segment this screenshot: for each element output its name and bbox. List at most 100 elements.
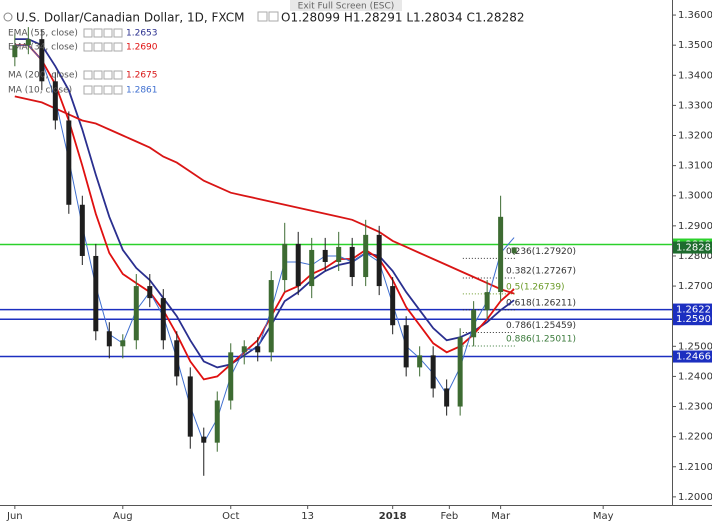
y-tick-label: 1.3400: [678, 70, 712, 81]
candle-body: [403, 325, 409, 368]
indicator-icon[interactable]: [93, 85, 103, 95]
candle-body: [255, 346, 261, 353]
indicator-icon[interactable]: [83, 85, 93, 95]
indicator-value: 1.2653: [126, 29, 158, 39]
indicator-icon[interactable]: [103, 85, 113, 95]
x-tick-label: Oct: [222, 511, 239, 522]
x-tick-label: Aug: [113, 511, 133, 522]
y-tick-label: 1.2700: [678, 281, 712, 292]
x-tick-label: Jun: [6, 511, 23, 522]
indicator-icon[interactable]: [83, 28, 93, 38]
candle-body: [484, 292, 490, 311]
indicator-icon[interactable]: [93, 28, 103, 38]
candle-body: [471, 310, 477, 338]
candle-body: [187, 376, 193, 437]
candle-body: [498, 216, 504, 293]
y-tick-label: 1.2200: [678, 432, 712, 443]
y-tick-label: 1.2300: [678, 402, 712, 413]
price-label-bg: [673, 241, 712, 254]
candle-body: [295, 243, 301, 287]
candle-body: [322, 249, 328, 262]
candle-body: [39, 39, 45, 82]
symbol-icon[interactable]: [3, 12, 13, 22]
indicator-icon[interactable]: [103, 70, 113, 80]
candle-body: [390, 286, 396, 326]
exit-button-bg[interactable]: [290, 0, 402, 11]
y-tick-label: 1.2400: [678, 371, 712, 382]
ohlc-summary: O1.28099 H1.28291 L1.28034 C1.28282: [281, 11, 524, 25]
indicator-icon[interactable]: [113, 42, 123, 52]
fib-label: 0.618(1.26211): [506, 298, 576, 308]
candle-body: [93, 255, 99, 332]
candle-body: [228, 352, 234, 401]
indicator-value: 1.2690: [126, 43, 158, 53]
fib-label: 0.236(1.27920): [506, 247, 576, 257]
price-label-bg: [673, 350, 712, 363]
indicator-icon[interactable]: [113, 28, 123, 38]
fib-label: 0.5(1.26739): [506, 282, 565, 292]
candle-body: [214, 400, 220, 443]
indicator-icon[interactable]: [93, 70, 103, 80]
indicator-name: EMA (34, close): [8, 43, 78, 53]
candle-body: [133, 286, 139, 341]
x-tick-label: Feb: [440, 511, 458, 522]
indicator-icon[interactable]: [113, 85, 123, 95]
exit-fullscreen[interactable]: Exit Full Screen (ESC): [298, 2, 395, 12]
candle-body: [120, 340, 126, 347]
y-tick-label: 1.3300: [678, 100, 712, 111]
indicator-name: EMA (55, close): [8, 29, 78, 39]
candle-body: [268, 280, 274, 353]
indicator-icon[interactable]: [103, 28, 113, 38]
candle-body: [12, 45, 18, 58]
indicator-name: MA (200, close): [8, 71, 78, 81]
candle-body: [106, 331, 112, 347]
indicator-icon[interactable]: [113, 70, 123, 80]
candle-body: [430, 355, 436, 389]
candle-body: [376, 234, 382, 287]
y-tick-label: 1.3500: [678, 40, 712, 51]
candle-body: [241, 346, 247, 353]
y-tick-label: 1.3600: [678, 10, 712, 21]
candle-body: [349, 246, 355, 278]
candle-body: [363, 234, 369, 278]
indicator-value: 1.2861: [126, 86, 158, 96]
ma-line: [14, 38, 515, 369]
candle-body: [309, 249, 315, 287]
y-tick-label: 1.3000: [678, 191, 712, 202]
candle-body: [417, 355, 423, 368]
candle-body: [336, 246, 342, 262]
y-tick-label: 1.2800: [678, 251, 712, 262]
price-label: 1.2590: [676, 314, 711, 325]
candle-body: [147, 286, 153, 299]
candle-body: [511, 247, 517, 253]
indicator-icon[interactable]: [83, 70, 93, 80]
x-tick-label: 2018: [379, 511, 407, 522]
plot-area: 0.236(1.27920) 0.382(1.27267) 0.5(1.26739)…: [0, 27, 672, 476]
price-label-bg: [673, 313, 712, 326]
candle-body: [282, 243, 288, 281]
x-tick-label: 13: [301, 511, 314, 522]
candle-body: [444, 388, 450, 407]
indicator-icon[interactable]: [103, 42, 113, 52]
fib-label: 0.786(1.25459): [506, 321, 576, 331]
ma-line: [14, 95, 515, 295]
indicator-name: MA (10, close): [8, 86, 72, 96]
candle-body: [174, 340, 180, 377]
x-tick-label: May: [593, 511, 614, 522]
fib-label: 0.382(1.27267): [506, 267, 576, 277]
indicator-icon[interactable]: [83, 42, 93, 52]
y-tick-label: 1.2900: [678, 221, 712, 232]
y-tick-label: 1.3100: [678, 161, 712, 172]
candle-body: [52, 81, 58, 121]
candle-body: [79, 204, 85, 256]
candle-body: [25, 39, 31, 46]
candle-body: [160, 298, 166, 341]
header-icons[interactable]: [257, 11, 279, 22]
price-label-bg: [673, 303, 712, 316]
price-label: 1.2466: [676, 352, 711, 363]
indicator-icon[interactable]: [93, 42, 103, 52]
y-tick-label: 1.2100: [678, 462, 712, 473]
candle-body: [201, 436, 207, 443]
chart-title: U.S. Dollar/Canadian Dollar, 1D, FXCM: [16, 11, 245, 25]
